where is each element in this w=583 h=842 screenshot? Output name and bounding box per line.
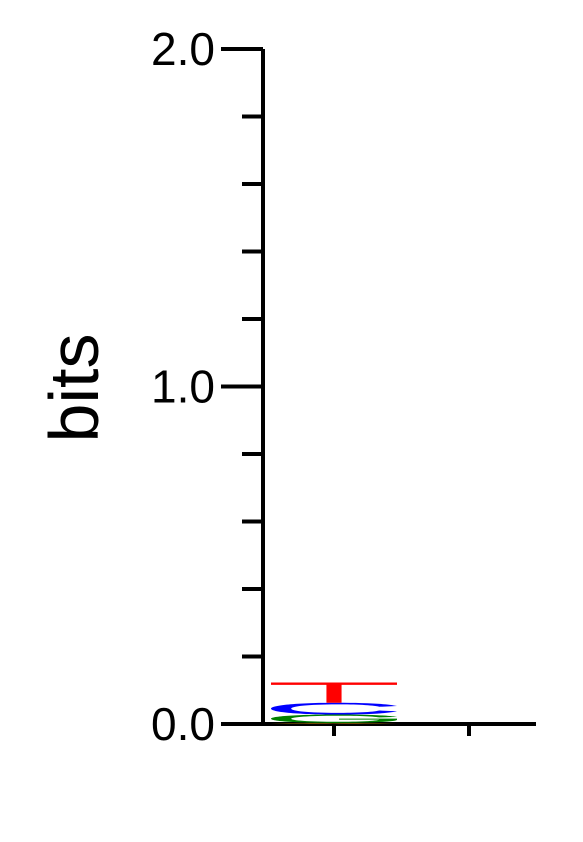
y-axis-title: bits	[35, 334, 113, 443]
letter-stacks	[271, 682, 397, 724]
y-tick-label: 0.0	[151, 698, 215, 750]
y-tick-label: 1.0	[151, 361, 215, 413]
letter-T-glyph	[271, 682, 397, 703]
letter-G-glyph	[271, 714, 397, 723]
y-tick-label: 2.0	[151, 23, 215, 75]
letter-C-glyph	[271, 702, 397, 715]
y-axis: 0.0 1.0 2.0	[151, 23, 265, 750]
x-axis	[263, 722, 536, 736]
letter-A-glyph	[271, 722, 397, 724]
